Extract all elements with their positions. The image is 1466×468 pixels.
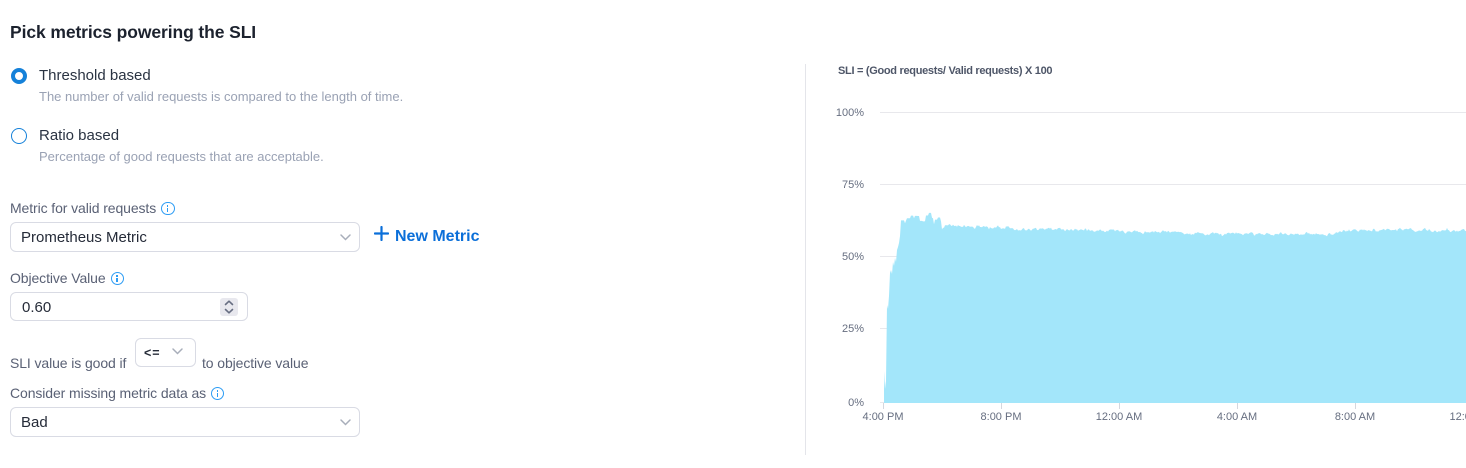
svg-text:4:00 PM: 4:00 PM [863,411,904,423]
svg-text:4:00 AM: 4:00 AM [1217,411,1257,423]
svg-text:SLI = (Good requests/ Valid re: SLI = (Good requests/ Valid requests) X … [838,65,1052,77]
svg-text:100%: 100% [836,107,864,119]
svg-text:25%: 25% [842,323,864,335]
svg-text:12:00 AM: 12:00 AM [1096,411,1142,423]
svg-text:0%: 0% [848,397,864,409]
svg-text:12:00 PM: 12:00 PM [1449,411,1466,423]
svg-text:8:00 AM: 8:00 AM [1335,411,1375,423]
svg-text:75%: 75% [842,179,864,191]
svg-text:8:00 PM: 8:00 PM [981,411,1022,423]
svg-text:50%: 50% [842,251,864,263]
